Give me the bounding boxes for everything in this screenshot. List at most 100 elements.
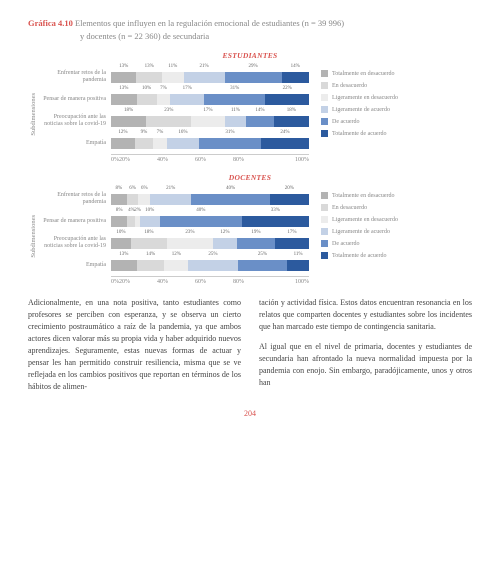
bar-segment: 6% [138,194,150,205]
bar-segment: 12% [213,238,237,249]
segment-value-label: 12% [172,252,181,257]
bar-segment: 25% [188,260,238,271]
bar-stack: 10%18%23%12%19%17% [111,238,309,249]
figure-title-text: Elementos que influyen en la regulación … [75,18,344,28]
legend-swatch [321,118,328,125]
bar-stack: 18%23%17%11%14%18% [111,116,309,127]
figure-title: Gráfica 4.10 Elementos que influyen en l… [28,18,472,29]
x-axis: 0%20%40%60%80%100% [111,276,309,285]
legend-item: Ligeramente de acuerdo [321,228,472,235]
segment-value-label: 6% [141,186,148,191]
bar-segment: 19% [237,238,275,249]
segment-value-label: 31% [225,130,234,135]
segment-value-label: 22% [283,86,292,91]
segment-value-label: 23% [164,108,173,113]
segment-value-label: 7% [160,86,167,91]
bar-stack: 13%10%7%17%31%22% [111,94,309,105]
segment-value-label: 6% [129,186,136,191]
chart-block: DOCENTESSubdimensionesEnfrentar retos de… [28,173,472,285]
bar-segment: 10% [140,216,160,227]
bar-segment: 14% [282,72,309,83]
legend-label: Ligeramente de acuerdo [332,107,390,113]
segment-value-label: 21% [166,186,175,191]
bar-segment: 7% [157,94,171,105]
segment-value-label: 31% [230,86,239,91]
bar-segment: 13% [136,72,161,83]
legend-item: De acuerdo [321,240,472,247]
segment-value-label: 7% [157,130,164,135]
legend: Totalmente en desacuerdo En desacuerdo Lig… [309,188,472,264]
bar-segment: 4% [127,216,135,227]
page-number: 204 [28,409,472,418]
segment-value-label: 18% [144,230,153,235]
axis-tick: 100% [271,157,309,163]
chart-heading: DOCENTES [28,173,472,182]
segment-value-label: 17% [287,230,296,235]
segment-value-label: 20% [285,186,294,191]
bar-row: Preocupación ante las noticias sobre la … [39,110,309,132]
legend-swatch [321,106,328,113]
segment-value-label: 24% [280,130,289,135]
bar-segment: 18% [131,238,167,249]
segment-value-label: 40% [226,186,235,191]
bar-label: Preocupación ante las noticias sobre la … [39,236,111,250]
segment-value-label: 40% [196,208,205,213]
bar-segment: 8% [111,216,127,227]
chart-block: ESTUDIANTESSubdimensionesEnfrentar retos… [28,51,472,163]
bar-segment: 20% [270,194,309,205]
bar-segment: 11% [225,116,247,127]
bar-segment: 24% [261,138,309,149]
bar-segment: 10% [111,238,131,249]
legend-item: Totalmente en desacuerdo [321,192,472,199]
legend-swatch [321,192,328,199]
bar-segment: 33% [242,216,309,227]
segment-value-label: 11% [168,64,177,69]
bar-segment: 40% [191,194,269,205]
bar-segment: 23% [146,116,191,127]
segment-value-label: 13% [119,252,128,257]
body-paragraph: Adicionalmente, en una nota positiva, ta… [28,297,241,393]
bar-row: Pensar de manera positiva13%10%7%17%31%2… [39,88,309,110]
bar-label: Pensar de manera positiva [39,96,111,103]
bar-segment: 13% [111,94,137,105]
legend-label: Totalmente de acuerdo [332,131,387,137]
bar-row: Empatía12%9%7%16%31%24% [39,132,309,154]
segment-value-label: 8% [116,208,123,213]
y-axis-label: Subdimensiones [28,215,39,258]
x-axis: 0%20%40%60%80%100% [111,154,309,163]
segment-value-label: 13% [119,86,128,91]
bar-segment: 29% [225,72,282,83]
axis-tick: 60% [195,157,233,163]
segment-value-label: 14% [146,252,155,257]
legend-item: Ligeramente en desacuerdo [321,216,472,223]
bar-segment: 23% [167,238,213,249]
axis-tick: 40% [157,157,195,163]
bars-area: Enfrentar retos de la pandemia13%13%11%2… [39,66,309,163]
legend-swatch [321,94,328,101]
bars-area: Enfrentar retos de la pandemia8%6%6%21%4… [39,188,309,285]
legend-swatch [321,240,328,247]
bar-segment: 18% [111,116,146,127]
axis-tick: 20% [119,157,157,163]
body-text: Adicionalmente, en una nota positiva, ta… [28,297,472,401]
bar-segment: 22% [265,94,309,105]
bar-segment: 21% [184,72,225,83]
legend-item: Totalmente de acuerdo [321,252,472,259]
bar-label: Preocupación ante las noticias sobre la … [39,114,111,128]
segment-value-label: 25% [208,252,217,257]
body-column-left: Adicionalmente, en una nota positiva, ta… [28,297,241,401]
axis-tick: 40% [157,279,195,285]
axis-tick: 60% [195,279,233,285]
legend-item: En desacuerdo [321,204,472,211]
segment-value-label: 12% [118,130,127,135]
legend-label: Ligeramente en desacuerdo [332,217,398,223]
bar-row: Pensar de manera positiva8%4%2%10%40%33% [39,210,309,232]
bar-stack: 8%4%2%10%40%33% [111,216,309,227]
bar-segment: 12% [111,138,135,149]
bar-segment: 9% [135,138,153,149]
legend-label: De acuerdo [332,241,359,247]
segment-value-label: 18% [124,108,133,113]
bar-label: Empatía [39,262,111,269]
bar-segment: 17% [191,116,224,127]
segment-value-label: 21% [200,64,209,69]
